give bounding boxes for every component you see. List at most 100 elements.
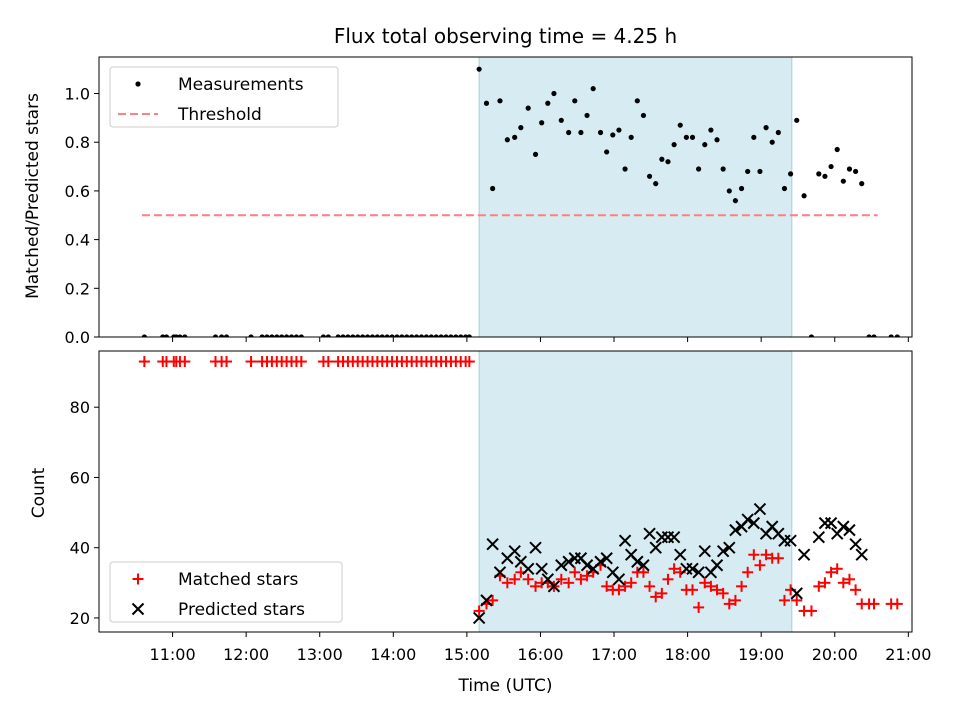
matched-star-marker <box>717 587 729 599</box>
measurement-point <box>732 198 739 204</box>
predicted-star-d2 <box>698 545 711 558</box>
matched-star-marker <box>473 605 485 617</box>
count-y-tick-label: 60 <box>70 468 90 487</box>
predicted-star-d2 <box>849 537 862 551</box>
measurement-point <box>512 134 518 140</box>
measurement-point <box>279 334 285 337</box>
predicted-star-marker <box>818 516 832 530</box>
measurement-point <box>677 122 683 128</box>
predicted-star-marker <box>837 520 850 533</box>
predicted-star-d2 <box>486 537 499 551</box>
measurement-point <box>634 98 640 104</box>
predicted-star-d2 <box>637 559 650 572</box>
matched-star-marker <box>522 573 534 585</box>
measurement-point <box>259 334 265 337</box>
predicted-star-d2 <box>547 580 561 593</box>
predicted-star-d2 <box>729 523 742 537</box>
measurement-point <box>355 334 361 337</box>
predicted-star-d2 <box>855 548 868 561</box>
measurement-point <box>389 334 395 337</box>
measurement-point <box>293 334 300 337</box>
predicted-star-d2 <box>580 559 594 572</box>
measurement-point <box>364 334 371 337</box>
measurement-point <box>708 127 714 133</box>
measurement-point <box>726 188 732 194</box>
measurement-point <box>433 334 439 337</box>
measurement-point <box>369 334 376 337</box>
legend-predicted-d2 <box>131 602 145 616</box>
measurement-point <box>518 125 524 131</box>
measurement-point <box>264 334 270 337</box>
measurement-point <box>394 334 400 337</box>
predicted-star-d2 <box>667 530 681 544</box>
measurement-point <box>360 334 366 337</box>
measurement-point <box>828 163 834 170</box>
predicted-star-marker <box>555 559 568 572</box>
matched-star-marker <box>843 573 855 585</box>
measurement-point <box>551 90 557 97</box>
predicted-star-marker <box>631 555 644 568</box>
matched-star-marker <box>668 563 680 575</box>
matched-star-marker <box>736 580 748 592</box>
measurement-point <box>539 120 545 126</box>
matched-star-marker <box>179 356 191 368</box>
predicted-star-d2 <box>514 555 528 568</box>
chart-title: Flux total observing time = 4.25 h <box>334 24 677 48</box>
count-observing-window <box>478 350 793 633</box>
predicted-star-d2 <box>837 520 850 533</box>
matched-star-marker <box>509 573 521 585</box>
measurement-point <box>808 334 815 337</box>
x-tick-label: 13:00 <box>297 645 343 664</box>
matched-star-marker <box>563 577 575 589</box>
predicted-star-marker <box>600 552 613 565</box>
measurement-point <box>852 168 859 175</box>
predicted-star-d2 <box>521 562 535 575</box>
predicted-star-marker <box>508 545 521 558</box>
measurement-point <box>604 149 610 155</box>
measurement-point <box>320 334 327 337</box>
predicted-star-marker <box>594 555 607 568</box>
predicted-star-d2 <box>747 516 761 530</box>
measurement-point <box>665 159 671 165</box>
legend-label: Predicted stars <box>178 600 305 620</box>
predicted-star-d2 <box>618 534 632 547</box>
matched-star-marker <box>569 566 581 578</box>
measurement-point <box>532 151 539 157</box>
measurement-point <box>738 185 745 192</box>
predicted-star-d2 <box>493 566 507 579</box>
measurement-point <box>325 334 331 337</box>
predicted-star-d2 <box>480 594 493 607</box>
matched-star-marker <box>760 549 772 561</box>
measurement-point <box>448 334 454 337</box>
predicted-star-d2 <box>686 562 699 575</box>
measurement-point <box>483 100 490 106</box>
legend-label: Threshold <box>177 105 262 125</box>
matched-star-marker <box>463 356 475 368</box>
measurement-point <box>490 185 496 192</box>
predicted-star-d2 <box>600 552 613 565</box>
measurement-point <box>572 98 578 104</box>
measurement-point <box>379 334 385 337</box>
ratio-legend-box <box>109 66 339 128</box>
predicted-star-marker <box>612 573 626 586</box>
predicted-star-marker <box>686 562 699 575</box>
count-panel: 20 40 60 80 11:00 12:00 13:00 14:00 15:00 16:00 17… <box>70 350 931 664</box>
matched-star-marker <box>837 577 849 589</box>
measurement-point <box>628 134 634 140</box>
predicted-star-marker <box>493 566 507 579</box>
measurement-point <box>163 334 170 337</box>
matched-star-marker <box>805 605 817 617</box>
matched-star-marker <box>487 594 499 606</box>
x-tick-label: 12:00 <box>223 645 269 664</box>
ratio-series-dot <box>141 66 900 337</box>
measurement-point <box>751 134 757 140</box>
predicted-star-d2 <box>797 548 811 561</box>
matched-star-marker <box>650 591 662 603</box>
matched-star-marker <box>693 601 705 613</box>
measurement-point <box>745 168 751 175</box>
predicted-star-marker <box>486 537 499 551</box>
predicted-star-d2 <box>766 520 779 533</box>
measurement-point <box>871 334 877 337</box>
predicted-star-marker <box>637 559 650 572</box>
matched-star-marker <box>555 573 567 585</box>
